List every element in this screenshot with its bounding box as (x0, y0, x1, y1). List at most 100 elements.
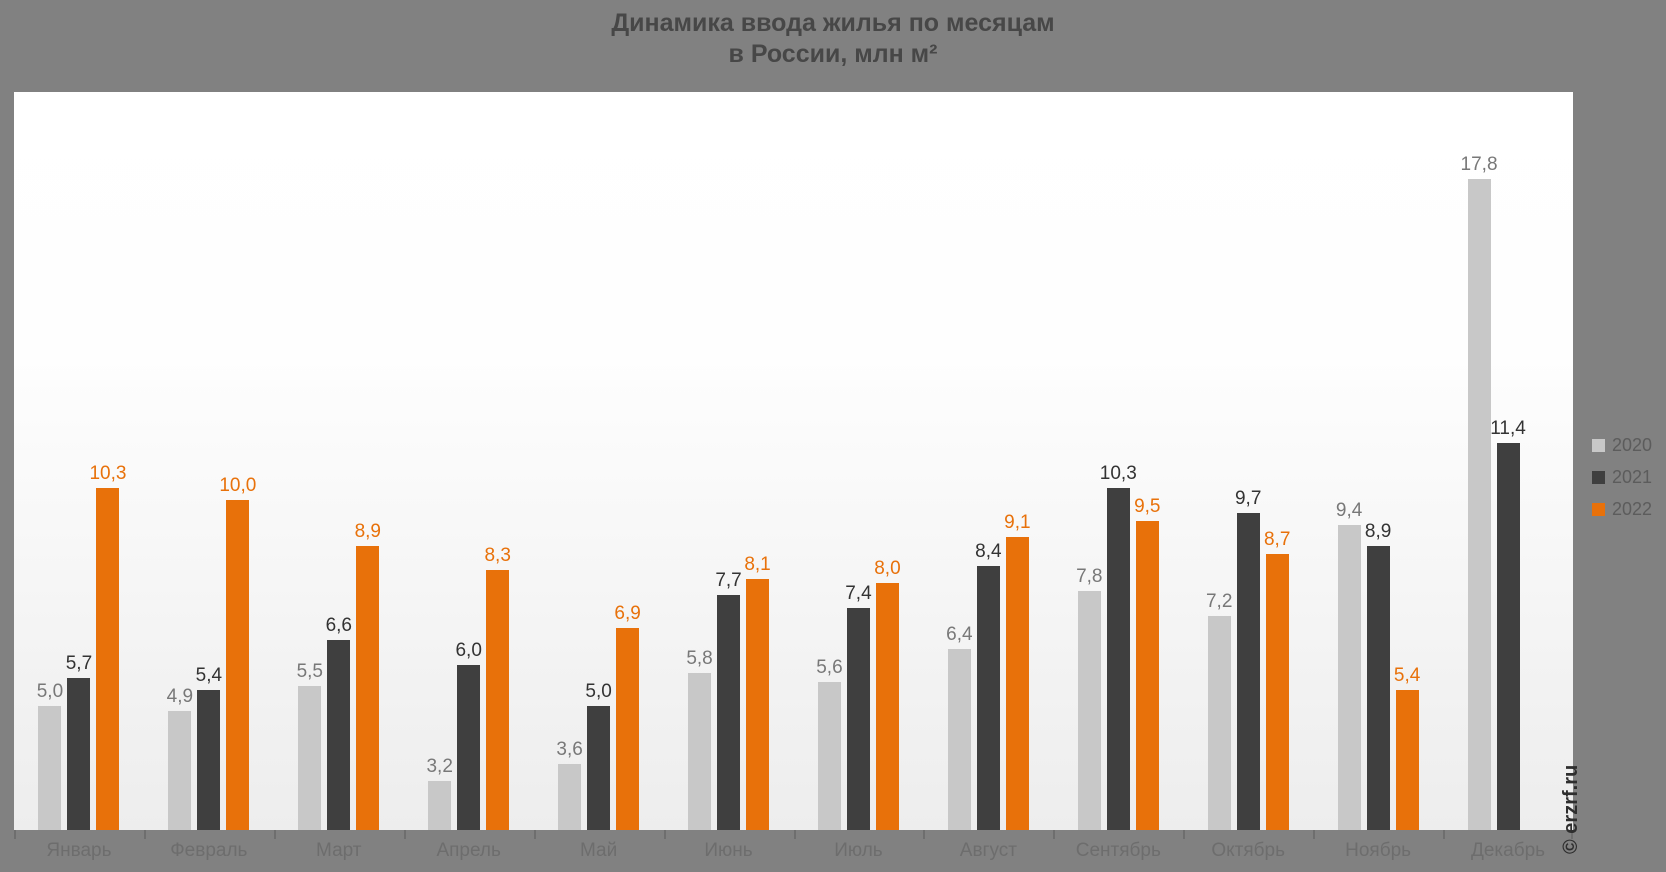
bar-slot-2021: 10,3 (1100, 92, 1137, 830)
bar-2020-Январь[interactable] (38, 706, 62, 830)
month-label-Январь: Январь (46, 840, 112, 861)
legend-swatch-2020 (1592, 438, 1605, 452)
value-label-2020-Август: 6,4 (946, 623, 973, 645)
bar-slot-2022 (1526, 92, 1549, 830)
bar-2020-Июнь[interactable] (688, 673, 712, 830)
value-label-2021-Ноябрь: 8,9 (1364, 520, 1392, 542)
bar-2021-Февраль[interactable] (197, 689, 221, 830)
bar-2021-Декабрь[interactable] (1496, 442, 1520, 830)
bar-slot-2022: 8,7 (1263, 92, 1291, 830)
tick-mark (1443, 830, 1446, 839)
value-label-2022-Октябрь: 8,7 (1263, 528, 1291, 550)
value-label-2021-Январь: 5,7 (65, 652, 93, 674)
value-label-2020-Июнь: 5,8 (686, 648, 713, 670)
bar-2021-Август[interactable] (976, 566, 1000, 830)
legend-item-2021[interactable]: 2021 (1592, 467, 1652, 487)
tick-mark (663, 830, 666, 839)
value-label-2020-Июль: 5,6 (816, 656, 843, 678)
bar-2020-Февраль[interactable] (168, 710, 192, 830)
bar-2022-Январь[interactable] (96, 488, 120, 830)
bar-2021-Апрель[interactable] (457, 665, 481, 830)
bar-2022-Июль[interactable] (875, 582, 899, 830)
bar-slot-2021: 7,7 (715, 92, 742, 830)
bar-2021-Октябрь[interactable] (1236, 512, 1260, 830)
bar-slot-2021: 5,7 (65, 92, 93, 830)
value-label-2020-Февраль: 4,9 (166, 685, 194, 707)
bar-2022-Февраль[interactable] (226, 500, 250, 830)
bar-slot-2021: 9,7 (1234, 92, 1262, 830)
bar-2020-Август[interactable] (947, 648, 971, 830)
value-label-2020-Декабрь: 17,8 (1460, 153, 1498, 175)
bar-slot-2021: 6,0 (455, 92, 482, 830)
bar-2022-Сентябрь[interactable] (1135, 520, 1159, 830)
bar-slot-2020: 9,4 (1335, 92, 1363, 830)
bar-2022-Март[interactable] (356, 545, 380, 830)
bar-2021-Май[interactable] (587, 706, 611, 830)
value-label-2020-Ноябрь: 9,4 (1335, 500, 1363, 522)
bar-slot-2022: 9,5 (1134, 92, 1160, 830)
legend-swatch-2021 (1592, 470, 1605, 484)
bar-2021-Январь[interactable] (67, 677, 91, 830)
value-label-2022-Март: 8,9 (354, 520, 381, 542)
bar-slot-2020: 7,2 (1205, 92, 1233, 830)
bar-2022-Июнь[interactable] (746, 578, 770, 830)
bar-2021-Ноябрь[interactable] (1366, 545, 1390, 830)
bar-2021-Март[interactable] (327, 640, 351, 830)
bar-group-Май: 3,6 5,0 6,9 (534, 92, 664, 830)
value-label-2020-Сентябрь: 7,8 (1076, 566, 1103, 588)
bar-group-Ноябрь: 9,4 8,9 5,4 (1313, 92, 1443, 830)
legend-swatch-2022 (1592, 502, 1605, 516)
bar-slot-2020: 6,4 (946, 92, 973, 830)
bar-slot-2022: 10,3 (89, 92, 126, 830)
bar-2020-Июль[interactable] (817, 681, 841, 830)
month-label-Август: Август (959, 840, 1017, 861)
value-label-2020-Май: 3,6 (556, 739, 583, 761)
bar-2021-Сентябрь[interactable] (1106, 488, 1130, 830)
bar-2022-Май[interactable] (616, 628, 640, 830)
bar-group-Август: 6,4 8,4 9,1 (923, 92, 1053, 830)
value-label-2021-Июнь: 7,7 (715, 570, 742, 592)
bar-2020-Декабрь[interactable] (1467, 178, 1491, 830)
bar-2022-Апрель[interactable] (486, 570, 510, 830)
legend-item-2022[interactable]: 2022 (1592, 498, 1653, 519)
value-label-2022-Май: 6,9 (614, 603, 641, 625)
bar-2020-Апрель[interactable] (428, 780, 452, 830)
value-label-2020-Октябрь: 7,2 (1205, 590, 1233, 612)
bar-2020-Май[interactable] (558, 764, 582, 830)
bar-slot-2021: 8,9 (1364, 92, 1392, 830)
bar-slot-2020: 3,2 (426, 92, 453, 830)
bar-group-Июль: 5,6 7,4 8,0 (794, 92, 924, 830)
month-label-Май: Май (579, 840, 618, 861)
bar-2021-Июль[interactable] (846, 607, 870, 830)
tick-mark (1571, 830, 1573, 839)
bar-2020-Октябрь[interactable] (1207, 615, 1231, 830)
tick-mark (1183, 830, 1186, 839)
bar-slot-2022: 8,3 (484, 92, 511, 830)
legend-label-2022: 2022 (1612, 498, 1653, 519)
bar-slot-2020: 5,5 (296, 92, 323, 830)
bar-2020-Сентябрь[interactable] (1077, 591, 1101, 830)
value-label-2020-Март: 5,5 (296, 660, 323, 682)
value-label-2021-Октябрь: 9,7 (1234, 487, 1262, 509)
month-label-Сентябрь: Сентябрь (1075, 840, 1161, 861)
plot-area: 5,0 5,7 10,3 4,9 5,4 10,0 5,5 6,6 8,9 3,2 6,0 8,3 3,… (14, 92, 1573, 830)
bar-2021-Июнь[interactable] (717, 595, 741, 830)
bar-slot-2022: 8,0 (874, 92, 901, 830)
month-label-Ноябрь: Ноябрь (1345, 840, 1412, 861)
bar-2022-Октябрь[interactable] (1265, 553, 1289, 830)
month-label-Февраль: Февраль (170, 840, 248, 861)
legend: 2020 2021 2022 (1592, 435, 1653, 532)
bar-slot-2020: 17,8 (1461, 92, 1498, 830)
x-axis: Январь Февраль Март Апрель Май Июнь Июль Август… (14, 830, 1573, 872)
bar-2022-Август[interactable] (1005, 537, 1029, 830)
tick-mark (533, 830, 536, 839)
bar-2020-Март[interactable] (298, 685, 322, 830)
value-label-2021-Август: 8,4 (975, 541, 1002, 563)
bar-group-Январь: 5,0 5,7 10,3 (14, 92, 144, 830)
month-label-Апрель: Апрель (436, 840, 501, 861)
bar-2022-Ноябрь[interactable] (1395, 689, 1419, 830)
bar-2020-Ноябрь[interactable] (1337, 525, 1361, 830)
bar-slot-2021: 6,6 (326, 92, 352, 830)
value-label-2021-Сентябрь: 10,3 (1099, 463, 1137, 484)
legend-item-2020[interactable]: 2020 (1592, 435, 1652, 455)
